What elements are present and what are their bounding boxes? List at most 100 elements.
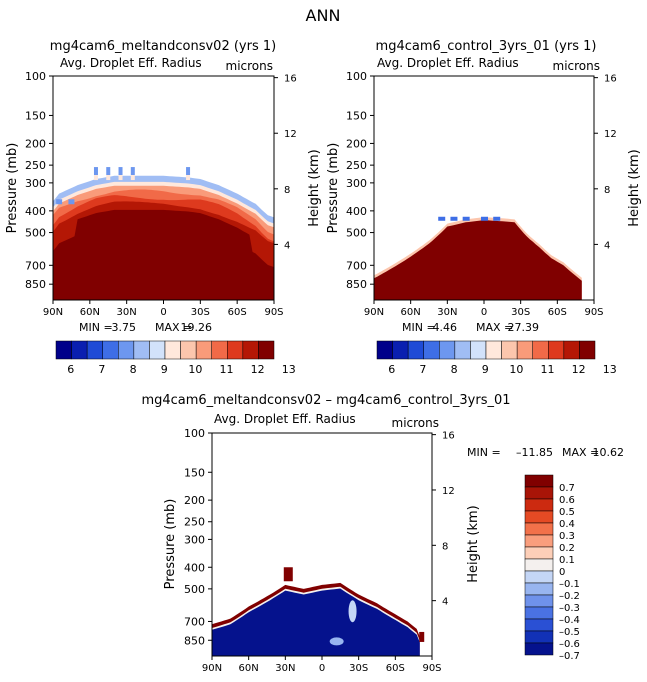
panel-ctrl-y2label: Height (km)	[627, 149, 642, 226]
ytick-label: 150	[184, 466, 205, 479]
ytick-label: 200	[25, 137, 46, 150]
cloud-top-blip	[118, 175, 123, 181]
panel-diff-max-label: MAX =	[562, 446, 599, 459]
ytick-label: 400	[25, 205, 46, 218]
panel-melt-field	[53, 167, 274, 300]
panel-melt-max: 19.26	[181, 321, 213, 334]
panel-melt-min-label: MIN =	[79, 321, 113, 334]
colorbar-label: 6	[388, 363, 395, 376]
ytick-label: 300	[346, 177, 367, 190]
ytick-label: 300	[25, 177, 46, 190]
panel-ctrl-min-label: MIN =	[402, 321, 436, 334]
xtick-label: 60S	[548, 307, 567, 318]
colorbar-label: 12	[572, 363, 586, 376]
ytick-label: 100	[184, 427, 205, 440]
panel-ctrl-units: microns	[553, 59, 601, 73]
panel-melt-max-label: MAX =	[155, 321, 192, 334]
panel-melt-ylabel: Pressure (mb)	[5, 143, 20, 234]
colorbar-label: 9	[482, 363, 489, 376]
colorbar-swatch	[149, 340, 166, 360]
panel-ctrl-subtitle: Avg. Droplet Eff. Radius	[377, 56, 519, 70]
ytick-label: 700	[25, 259, 46, 272]
panel-diff-subtitle: Avg. Droplet Eff. Radius	[214, 412, 356, 426]
cloud-top-blip	[106, 167, 111, 176]
colorbar-swatch	[392, 340, 409, 360]
colorbar-label: 11	[541, 363, 555, 376]
panel-melt-colorbar: 6 7 8 9 10 11 12 13	[55, 340, 296, 376]
colorbar-label: 0.4	[559, 519, 575, 530]
xtick-label: 90S	[264, 307, 283, 318]
cloud-top-blip	[56, 199, 63, 205]
colorbar-label: 13	[603, 363, 617, 376]
xtick-label: 60N	[80, 307, 100, 318]
panel-melt-title: mg4cam6_meltandconsv02 (yrs 1)	[50, 39, 276, 54]
xtick-label: 30N	[275, 663, 295, 674]
colorbar-swatch	[524, 606, 554, 620]
cloud-top-blip	[186, 167, 191, 176]
cloud-top-blip	[93, 167, 98, 176]
panel-ctrl-max: 27.39	[508, 321, 540, 334]
colorbar-swatch	[485, 340, 502, 360]
xtick-label: 60N	[401, 307, 421, 318]
field-contour-band	[53, 209, 274, 300]
colorbar-label: 6	[67, 363, 74, 376]
colorbar-swatch	[118, 340, 135, 360]
panel-ctrl: mg4cam6_control_3yrs_01 (yrs 1) Avg. Dro…	[326, 39, 642, 376]
colorbar-swatch	[524, 474, 554, 488]
cloud-top-blip	[68, 199, 75, 205]
colorbar-swatch	[55, 340, 72, 360]
cloud-top-blip	[93, 175, 98, 181]
colorbar-label: 0.6	[559, 495, 575, 506]
colorbar-swatch	[86, 340, 103, 360]
anomaly-patch	[329, 637, 344, 646]
height-tick-label: 12	[442, 486, 455, 497]
height-tick-label: 12	[284, 129, 297, 140]
colorbar-swatch	[548, 340, 565, 360]
ytick-label: 850	[184, 634, 205, 647]
colorbar-label: 8	[130, 363, 137, 376]
colorbar-swatch	[524, 498, 554, 512]
cloud-top-blip	[462, 216, 470, 221]
cloud-top-blip	[186, 175, 191, 181]
ytick-label: 850	[25, 278, 46, 291]
colorbar-label: 0.2	[559, 543, 575, 554]
panel-diff-colorbar: 0.70.60.50.40.30.20.10–0.1–0.2–0.3–0.4–0…	[524, 474, 580, 662]
colorbar-swatch	[532, 340, 549, 360]
colorbar-label: 13	[282, 363, 296, 376]
xtick-label: 30S	[191, 307, 210, 318]
colorbar-swatch	[258, 340, 275, 360]
colorbar-label: 10	[188, 363, 202, 376]
ytick-label: 700	[184, 615, 205, 628]
height-tick-label: 8	[442, 541, 448, 552]
xtick-label: 90N	[202, 663, 222, 674]
panel-melt: mg4cam6_meltandconsv02 (yrs 1) Avg. Drop…	[5, 39, 322, 376]
colorbar-swatch	[102, 340, 119, 360]
ytick-label: 150	[346, 109, 367, 122]
colorbar-swatch	[501, 340, 518, 360]
colorbar-swatch	[164, 340, 181, 360]
panel-melt-subtitle: Avg. Droplet Eff. Radius	[60, 56, 202, 70]
colorbar-swatch	[524, 582, 554, 596]
page-title: ANN	[306, 6, 341, 25]
xtick-label: 90S	[584, 307, 603, 318]
positive-anomaly-block	[283, 567, 293, 582]
xtick-label: 30N	[117, 307, 137, 318]
colorbar-label: 7	[419, 363, 426, 376]
anomaly-patch	[348, 600, 357, 623]
ytick-label: 400	[184, 561, 205, 574]
cloud-top-blip	[438, 216, 446, 221]
panel-diff-units: microns	[392, 416, 440, 430]
height-tick-label: 16	[604, 74, 617, 85]
ytick-label: 100	[25, 70, 46, 83]
field-contour-band	[212, 588, 420, 656]
ytick-label: 500	[184, 583, 205, 596]
ytick-label: 250	[346, 159, 367, 172]
colorbar-swatch	[524, 630, 554, 644]
colorbar-label: 0.7	[559, 483, 575, 494]
xtick-label: 60S	[228, 307, 247, 318]
colorbar-swatch	[376, 340, 393, 360]
colorbar-swatch	[180, 340, 197, 360]
colorbar-label: 10	[509, 363, 523, 376]
colorbar-label: –0.5	[559, 627, 580, 638]
colorbar-swatch	[195, 340, 212, 360]
